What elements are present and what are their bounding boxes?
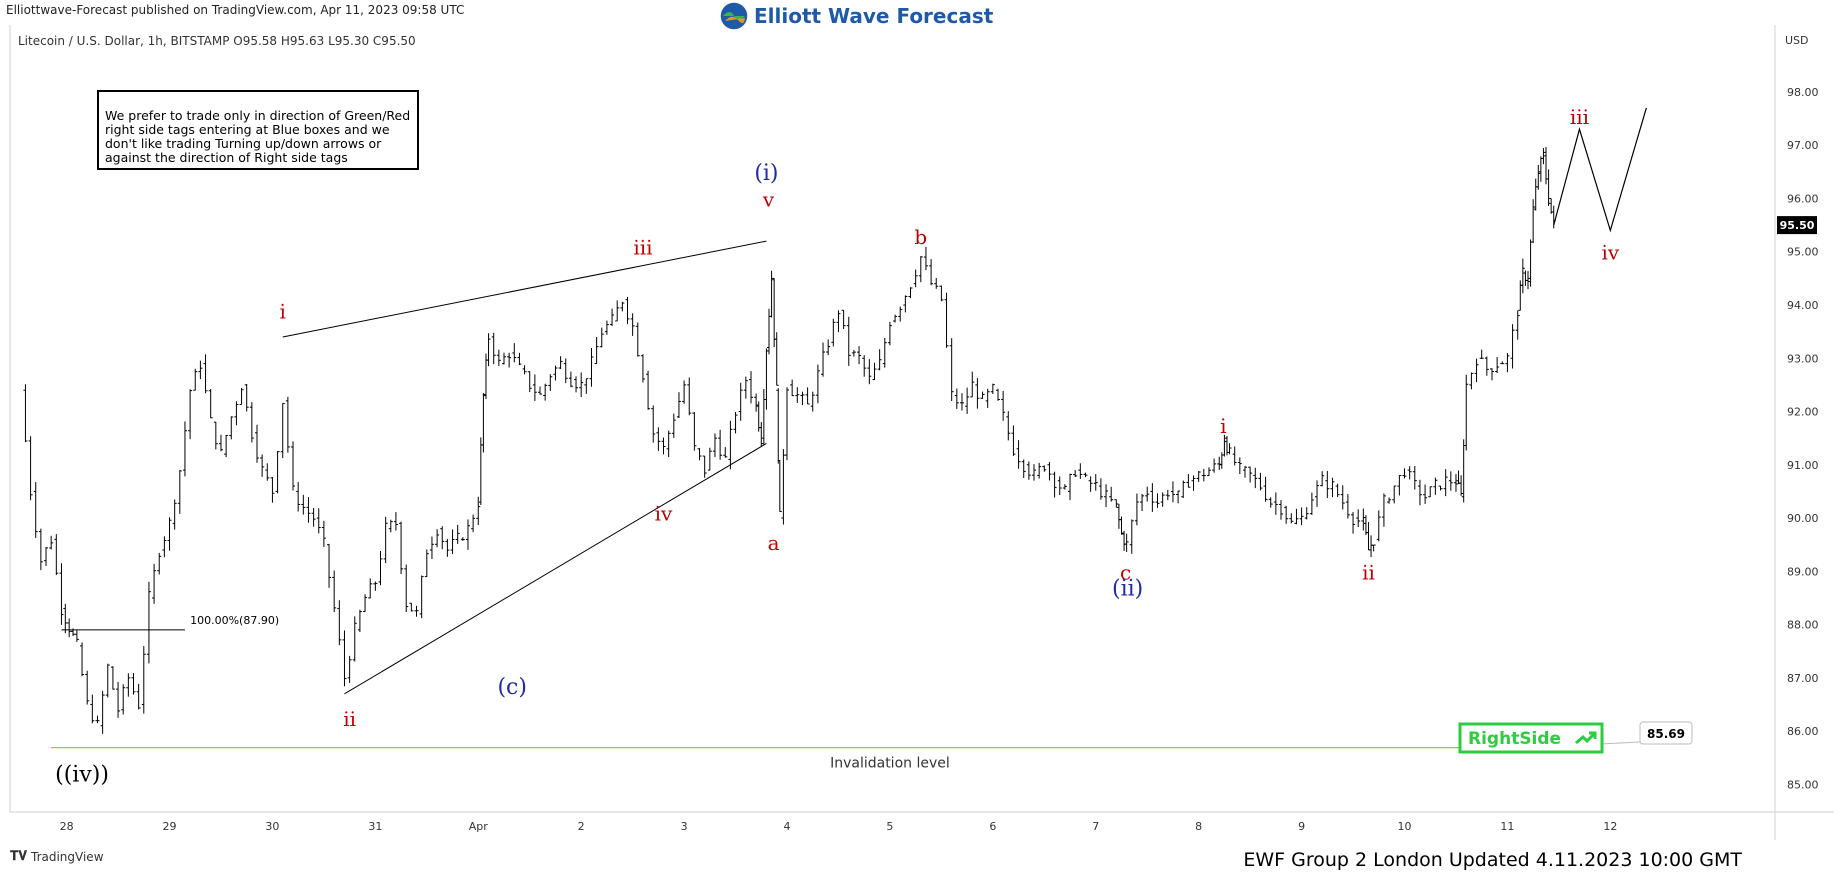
x-tick-label: 28: [60, 820, 74, 833]
y-tick-label: 97.00: [1787, 139, 1819, 152]
x-tick-label: 10: [1398, 820, 1412, 833]
x-tick-label: 2: [578, 820, 585, 833]
fib-level-group: 100.00%(87.90): [61, 614, 279, 631]
tradingview-footer[interactable]: 𝐓𝐕 TradingView: [10, 849, 104, 864]
y-tick-label: 91.00: [1787, 459, 1819, 472]
update-footer: EWF Group 2 London Updated 4.11.2023 10:…: [1243, 849, 1742, 871]
wave-label: iv: [1601, 241, 1619, 265]
trend-up-icon: [1575, 731, 1597, 745]
y-axis: 98.00 97.00 96.00 95.00 94.00 93.00 92.00 91.00…: [1787, 86, 1819, 791]
symbol-line: Litecoin / U.S. Dollar, 1h, BITSTAMP O95…: [18, 34, 416, 48]
arrow-head-icon: [1589, 731, 1597, 739]
y-tick-label: 94.00: [1787, 299, 1819, 312]
right-side-tag: [1458, 722, 1604, 754]
brand-logo-group: Elliott Wave Forecast: [720, 2, 993, 30]
x-tick-label: 11: [1500, 820, 1514, 833]
wave-label: iii: [633, 235, 652, 259]
wave-label: i: [280, 299, 286, 323]
tradingview-label: TradingView: [31, 849, 104, 864]
ohlc-bars: [23, 147, 1556, 734]
x-tick-label: 5: [886, 820, 893, 833]
brand-name: Elliott Wave Forecast: [754, 4, 994, 28]
wave-label: iii: [1570, 105, 1589, 129]
invalidation-level-group: Invalidation level: [51, 746, 1529, 772]
x-tick-label: 8: [1195, 820, 1202, 833]
wave-label: c: [1120, 560, 1131, 584]
x-tick-label: 9: [1298, 820, 1305, 833]
wave-label: ii: [343, 707, 356, 731]
published-line: Elliottwave-Forecast published on Tradin…: [6, 3, 465, 17]
y-tick-label: 90.00: [1787, 512, 1819, 525]
x-tick-label: Apr: [469, 820, 489, 833]
currency-label: USD: [1785, 34, 1809, 47]
wave-label: ii: [1362, 560, 1375, 584]
y-tick-label: 92.00: [1787, 406, 1819, 419]
y-tick-label: 95.00: [1787, 246, 1819, 259]
x-tick-label: 30: [265, 820, 279, 833]
y-tick-label: 98.00: [1787, 86, 1819, 99]
wave-label: (i): [754, 161, 778, 186]
globe-icon: [720, 2, 748, 30]
wave-label: ((iv)): [55, 763, 109, 788]
projection-path: [1553, 107, 1647, 233]
wave-label: iv: [655, 502, 673, 526]
wedge-lines: [282, 240, 767, 695]
price-tags: 95.50 85.69 RightSide: [1458, 216, 1817, 754]
wedge-line: [282, 240, 767, 338]
y-tick-label: 89.00: [1787, 565, 1819, 578]
projection-line: [1553, 107, 1647, 233]
wedge-line: [344, 443, 767, 695]
wave-label: v: [762, 187, 775, 211]
wave-label: a: [768, 531, 780, 555]
y-tick-label: 87.00: [1787, 672, 1819, 685]
x-axis: 28 29 30 31 Apr 2 3 4 5 6 7 8 9 10 11 12: [60, 820, 1618, 833]
x-tick-label: 7: [1092, 820, 1099, 833]
last-price-label: 95.50: [1780, 219, 1815, 232]
wave-label: i: [1220, 414, 1226, 438]
x-tick-label: 6: [989, 820, 996, 833]
x-tick-label: 12: [1603, 820, 1617, 833]
right-side-label: RightSide: [1468, 729, 1561, 749]
wave-label: (c): [497, 675, 527, 700]
x-tick-label: 3: [681, 820, 688, 833]
fib-label: 100.00%(87.90): [190, 614, 279, 627]
x-tick-label: 31: [368, 820, 382, 833]
y-tick-label: 86.00: [1787, 725, 1819, 738]
y-tick-label: 93.00: [1787, 352, 1819, 365]
tradingview-logo-icon: 𝐓𝐕: [10, 849, 27, 864]
y-tick-label: 96.00: [1787, 192, 1819, 205]
last-price-tag: [1777, 216, 1817, 235]
wave-label: b: [914, 225, 927, 249]
trading-notice-box: We prefer to trade only in direction of …: [97, 90, 419, 170]
y-tick-label: 88.00: [1787, 619, 1819, 632]
invalidation-value-tag: [1639, 721, 1693, 745]
x-tick-label: 29: [163, 820, 177, 833]
y-tick-label: 85.00: [1787, 778, 1819, 791]
x-tick-label: 4: [784, 820, 791, 833]
invalidation-value-label: 85.69: [1647, 727, 1685, 741]
wave-label: (ii): [1112, 576, 1143, 601]
invalidation-label: Invalidation level: [830, 756, 950, 772]
